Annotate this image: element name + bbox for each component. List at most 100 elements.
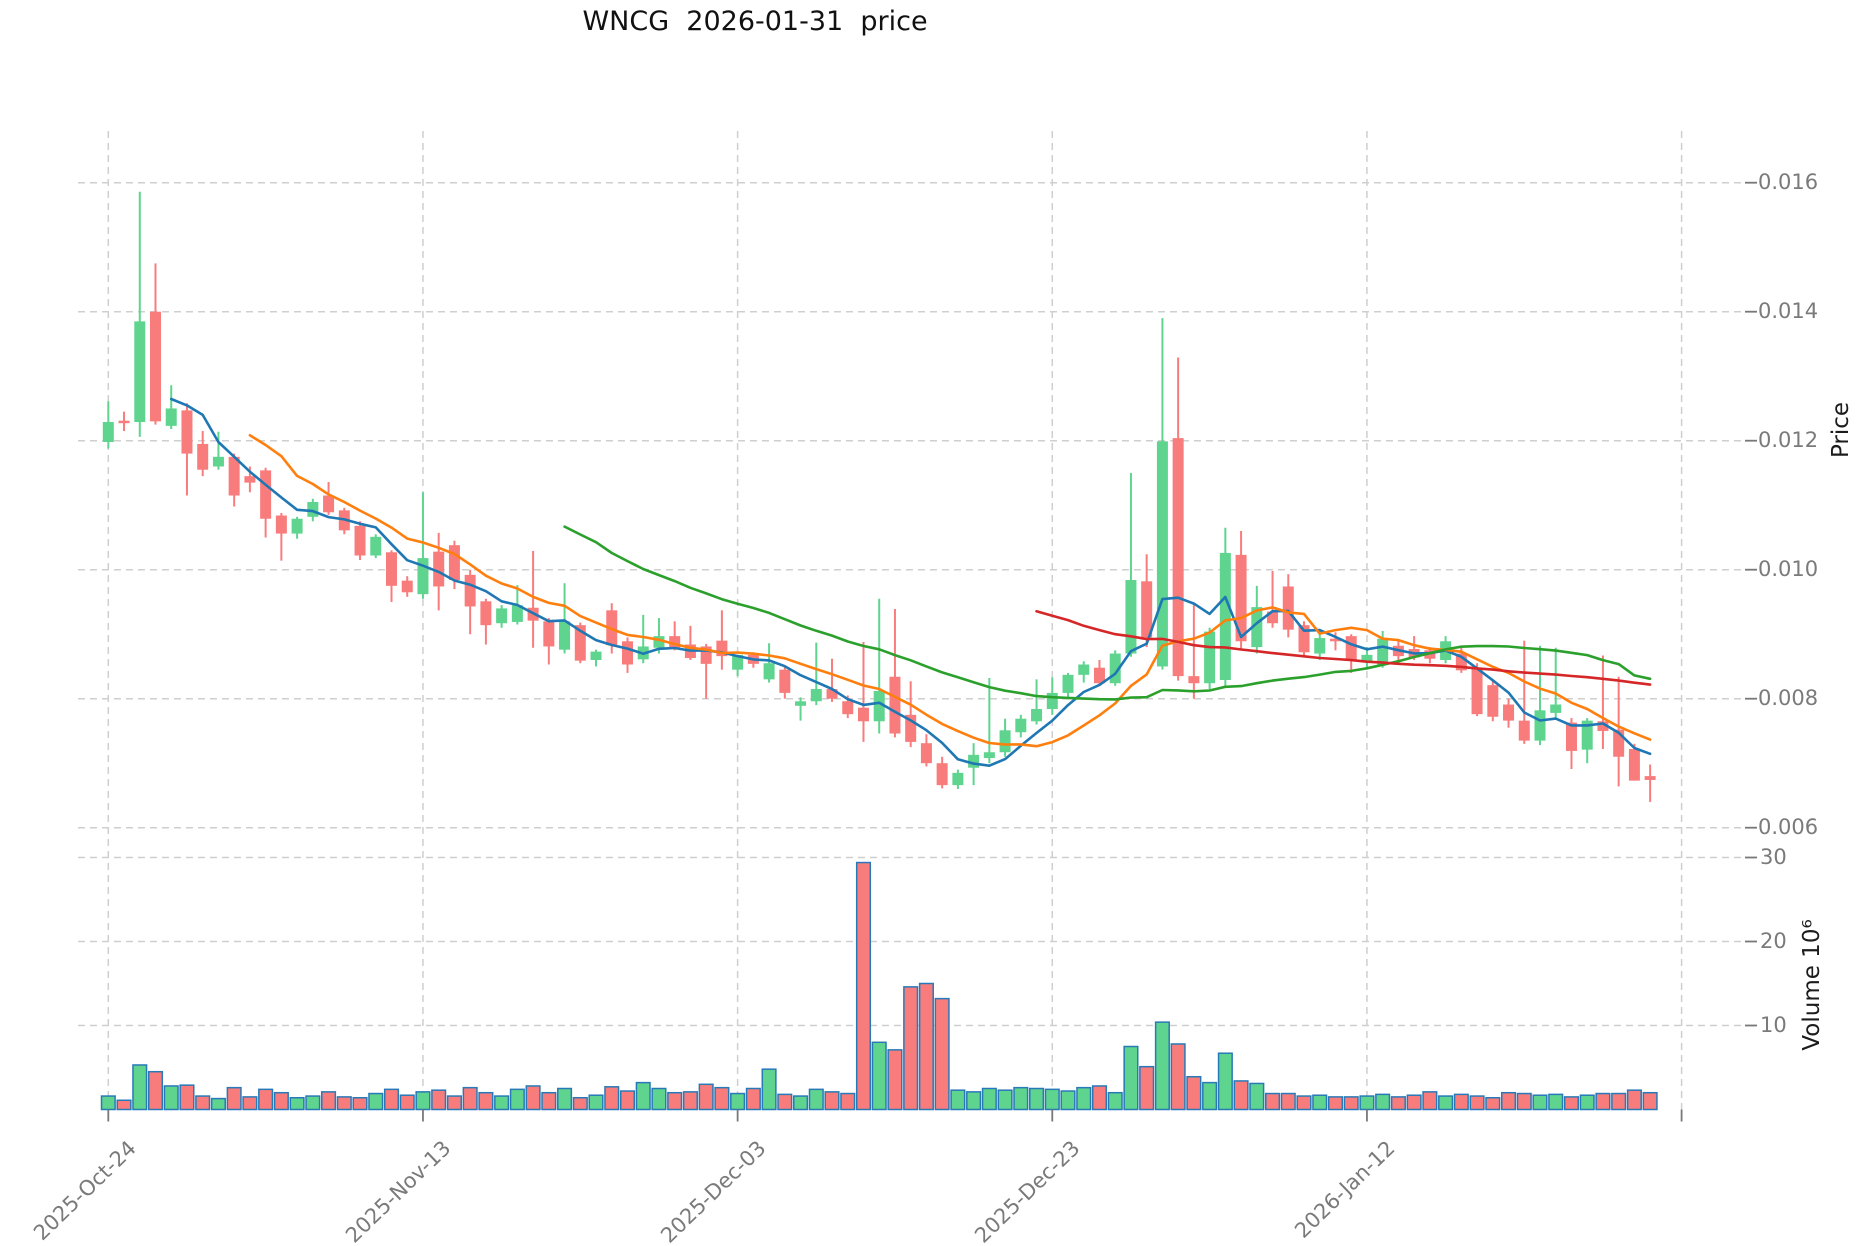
volume-bar — [195, 1095, 211, 1111]
volume-bar — [871, 1041, 887, 1111]
volume-bar — [1186, 1075, 1202, 1111]
candle-body — [999, 730, 1011, 753]
candle-body — [1329, 638, 1341, 642]
candle-body — [433, 551, 445, 587]
candle-body — [1267, 611, 1279, 624]
volume-bar — [761, 1068, 777, 1111]
candle-body — [732, 654, 744, 670]
candle-body — [983, 752, 995, 759]
candle-body — [700, 646, 712, 664]
candle-body — [1644, 776, 1656, 780]
candle-body — [1219, 552, 1231, 680]
candle-body — [1078, 664, 1090, 675]
volume-bar — [1280, 1092, 1296, 1111]
volume-bar — [1139, 1065, 1155, 1111]
candle-body — [716, 640, 728, 657]
candle-body — [842, 701, 854, 715]
candle-body — [1487, 685, 1499, 717]
candle-body — [385, 552, 397, 586]
volume-bar — [1516, 1092, 1532, 1111]
volume-bar — [179, 1084, 195, 1111]
volume-bar — [1563, 1096, 1580, 1111]
candle-body — [1314, 638, 1326, 654]
volume-bar — [572, 1096, 588, 1111]
volume-bar — [494, 1095, 510, 1111]
candle-body — [952, 772, 964, 786]
volume-bar — [619, 1090, 636, 1111]
candle-body — [417, 558, 429, 595]
candle-body — [244, 476, 256, 483]
volume-tick-label: 10 — [1760, 1012, 1787, 1037]
volume-bar — [210, 1097, 226, 1111]
volume-bar — [1375, 1093, 1391, 1111]
candle-body — [212, 456, 224, 467]
candle-body — [653, 636, 665, 648]
volume-tick-label: 30 — [1760, 844, 1787, 869]
volume-bar — [258, 1088, 274, 1111]
volume-bar — [1202, 1081, 1218, 1111]
candle-body — [291, 518, 303, 534]
price-tick-label: 0.008 — [1758, 685, 1819, 710]
volume-bar — [918, 982, 934, 1111]
volume-bar — [352, 1096, 368, 1111]
volume-bar — [793, 1095, 809, 1111]
volume-bar — [431, 1089, 447, 1111]
volume-bar — [1359, 1095, 1375, 1111]
candle-body — [873, 690, 885, 722]
candle-body — [1628, 749, 1640, 781]
volume-bar — [997, 1089, 1013, 1111]
candle-body — [260, 470, 272, 519]
volume-bar — [745, 1087, 761, 1111]
price-tick-label: 0.014 — [1758, 298, 1819, 323]
volume-bar — [226, 1086, 242, 1111]
candle-body — [165, 408, 177, 426]
volume-bar — [1500, 1091, 1517, 1111]
price-tick-label: 0.016 — [1758, 169, 1819, 194]
candle-body — [1345, 636, 1357, 660]
candle-body — [1046, 692, 1058, 710]
candle-body — [1093, 667, 1105, 684]
price-tick-label: 0.006 — [1758, 814, 1819, 839]
volume-bar — [1154, 1021, 1170, 1111]
candle-body — [574, 625, 586, 661]
volume-bar — [415, 1091, 431, 1111]
volume-bar — [981, 1087, 997, 1111]
volume-bar — [1013, 1086, 1029, 1111]
volume-bar — [242, 1096, 258, 1111]
candle-body — [1298, 625, 1310, 653]
candle-body — [1062, 674, 1074, 693]
candle-body — [559, 621, 571, 650]
volume-bar — [321, 1091, 337, 1111]
candle-body — [1377, 638, 1389, 665]
candle-body — [669, 636, 681, 648]
volume-bar — [368, 1092, 384, 1111]
volume-bar — [446, 1095, 462, 1111]
volume-bar — [1060, 1090, 1076, 1111]
candle-body — [1361, 654, 1373, 662]
candle-body — [968, 754, 980, 768]
candle-body — [1015, 718, 1027, 733]
volume-bar — [525, 1085, 541, 1111]
volume-bar — [462, 1086, 478, 1111]
volume-bar — [730, 1092, 746, 1111]
volume-bar — [1091, 1085, 1108, 1111]
volume-bar — [1343, 1096, 1359, 1111]
ma-30-line — [563, 525, 1652, 701]
volume-bar — [100, 1095, 116, 1111]
candle-body — [1518, 720, 1530, 741]
volume-bar — [399, 1094, 415, 1111]
candle-body — [134, 321, 146, 422]
volume-bar — [1485, 1096, 1501, 1111]
price-axis-title: Price — [1828, 401, 1854, 459]
volume-bar — [1044, 1088, 1060, 1111]
candle-body — [1125, 580, 1137, 654]
volume-bar — [855, 861, 872, 1111]
candle-body — [448, 545, 460, 581]
volume-bar — [305, 1095, 321, 1111]
volume-bar — [1123, 1045, 1139, 1111]
volume-bar — [1595, 1092, 1611, 1111]
volume-bar — [1107, 1091, 1123, 1111]
volume-bar — [840, 1092, 856, 1111]
candle-body — [228, 456, 240, 496]
